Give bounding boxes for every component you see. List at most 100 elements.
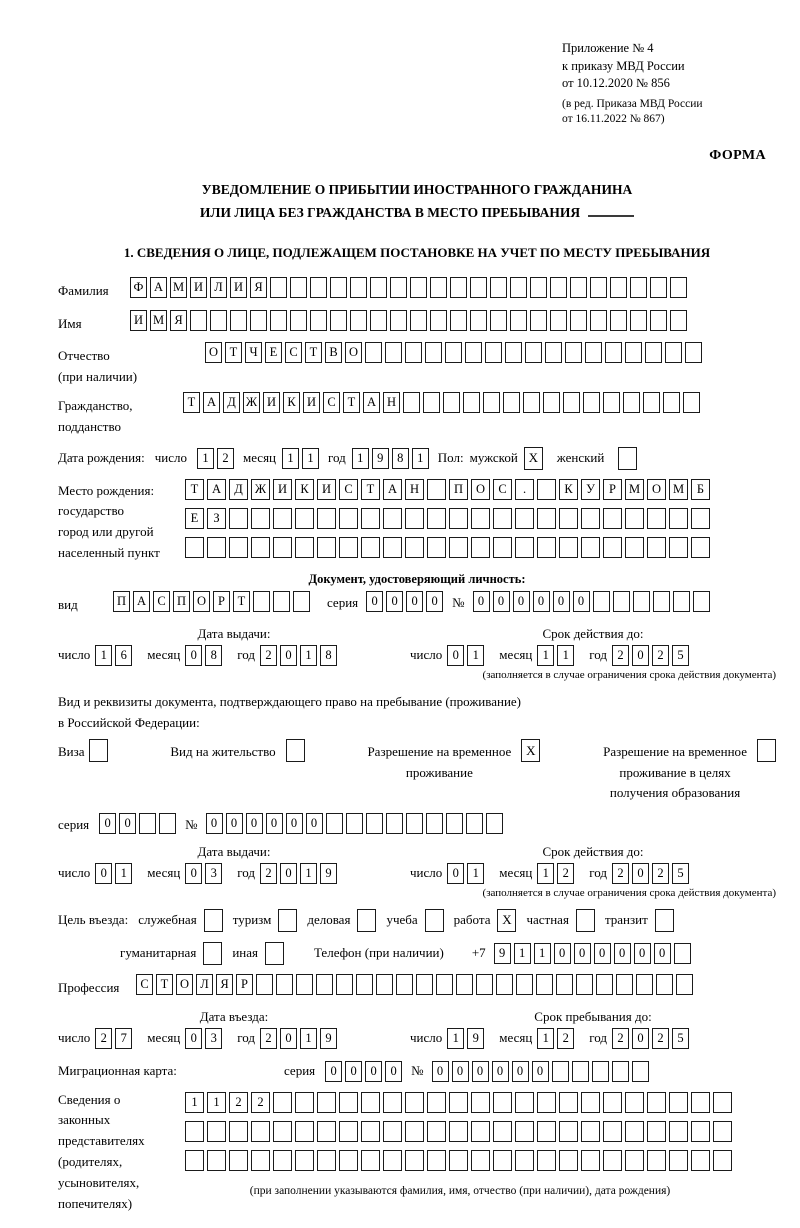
char-cell[interactable]: 2 [251, 1091, 270, 1113]
char-cell[interactable] [645, 342, 662, 364]
char-cell[interactable] [295, 1149, 314, 1171]
char-cell[interactable]: И [317, 478, 336, 500]
char-cell[interactable] [610, 276, 627, 298]
char-cell[interactable] [251, 1149, 270, 1171]
char-cell[interactable] [630, 276, 647, 298]
char-cell[interactable] [647, 536, 666, 558]
char-cell[interactable] [643, 391, 660, 413]
char-cell[interactable] [207, 1149, 226, 1171]
char-cell[interactable] [370, 276, 387, 298]
char-cell[interactable]: Т [233, 590, 250, 612]
char-cell[interactable] [405, 812, 423, 834]
char-cell[interactable] [449, 507, 468, 529]
char-cell[interactable] [317, 536, 336, 558]
char-cell[interactable] [603, 1149, 622, 1171]
char-cell[interactable] [493, 1120, 512, 1142]
char-cell[interactable] [207, 536, 226, 558]
char-cell[interactable]: 0 [532, 590, 550, 612]
char-cell[interactable] [293, 590, 310, 612]
char-cell[interactable]: 0 [593, 942, 611, 964]
char-cell[interactable]: 0 [365, 1060, 383, 1082]
char-cell[interactable]: 0 [492, 590, 510, 612]
char-cell[interactable] [383, 536, 402, 558]
char-cell[interactable]: 1 [467, 644, 485, 666]
char-cell[interactable]: 8 [205, 644, 223, 666]
char-cell[interactable] [229, 536, 248, 558]
char-cell[interactable]: 8 [320, 644, 338, 666]
purpose-tourism-checkbox[interactable] [278, 908, 298, 932]
char-cell[interactable] [623, 391, 640, 413]
char-cell[interactable] [339, 1149, 358, 1171]
char-cell[interactable] [190, 309, 207, 331]
char-cell[interactable] [273, 507, 292, 529]
char-cell[interactable] [691, 1120, 710, 1142]
char-cell[interactable]: Н [405, 478, 424, 500]
char-cell[interactable] [405, 1120, 424, 1142]
char-cell[interactable] [570, 276, 587, 298]
char-cell[interactable]: 0 [185, 862, 203, 884]
char-cell[interactable] [596, 973, 613, 995]
char-cell[interactable] [430, 276, 447, 298]
char-cell[interactable] [317, 1120, 336, 1142]
char-cell[interactable] [485, 342, 502, 364]
char-cell[interactable] [713, 1120, 732, 1142]
char-cell[interactable]: Л [210, 276, 227, 298]
char-cell[interactable]: 9 [467, 1027, 485, 1049]
char-cell[interactable] [229, 1120, 248, 1142]
char-cell[interactable]: 6 [115, 644, 133, 666]
char-cell[interactable] [339, 536, 358, 558]
char-cell[interactable] [516, 973, 533, 995]
char-cell[interactable]: 1 [557, 644, 575, 666]
char-cell[interactable] [445, 812, 463, 834]
char-cell[interactable] [559, 1091, 578, 1113]
rvp-checkbox[interactable]: X [521, 739, 541, 763]
char-cell[interactable]: 0 [447, 644, 465, 666]
char-cell[interactable]: 2 [557, 1027, 575, 1049]
char-cell[interactable] [713, 1091, 732, 1113]
char-cell[interactable]: С [323, 391, 340, 413]
char-cell[interactable]: 2 [652, 862, 670, 884]
char-cell[interactable] [625, 1149, 644, 1171]
char-cell[interactable]: С [339, 478, 358, 500]
char-cell[interactable]: А [133, 590, 150, 612]
char-cell[interactable]: Р [603, 478, 622, 500]
purpose-study-checkbox[interactable] [424, 908, 444, 932]
sex-female-checkbox[interactable] [618, 446, 638, 470]
char-cell[interactable] [365, 342, 382, 364]
char-cell[interactable]: 0 [472, 590, 490, 612]
char-cell[interactable]: 0 [325, 1060, 343, 1082]
char-cell[interactable]: Я [170, 309, 187, 331]
char-cell[interactable] [350, 276, 367, 298]
char-cell[interactable] [510, 309, 527, 331]
char-cell[interactable]: Р [213, 590, 230, 612]
birthplace-cells-3[interactable] [185, 536, 713, 558]
char-cell[interactable] [250, 309, 267, 331]
char-cell[interactable]: 2 [652, 1027, 670, 1049]
char-cell[interactable]: М [170, 276, 187, 298]
char-cell[interactable]: 1 [302, 447, 320, 469]
char-cell[interactable] [251, 507, 270, 529]
char-cell[interactable] [425, 812, 443, 834]
char-cell[interactable] [515, 1149, 534, 1171]
char-cell[interactable] [515, 1120, 534, 1142]
char-cell[interactable] [610, 309, 627, 331]
char-cell[interactable] [625, 1091, 644, 1113]
char-cell[interactable] [669, 1120, 688, 1142]
char-cell[interactable]: 2 [229, 1091, 248, 1113]
char-cell[interactable]: Я [216, 973, 233, 995]
char-cell[interactable] [450, 276, 467, 298]
char-cell[interactable]: 1 [537, 862, 555, 884]
char-cell[interactable]: 3 [205, 862, 223, 884]
char-cell[interactable] [383, 1091, 402, 1113]
char-cell[interactable]: М [625, 478, 644, 500]
char-cell[interactable] [537, 478, 556, 500]
